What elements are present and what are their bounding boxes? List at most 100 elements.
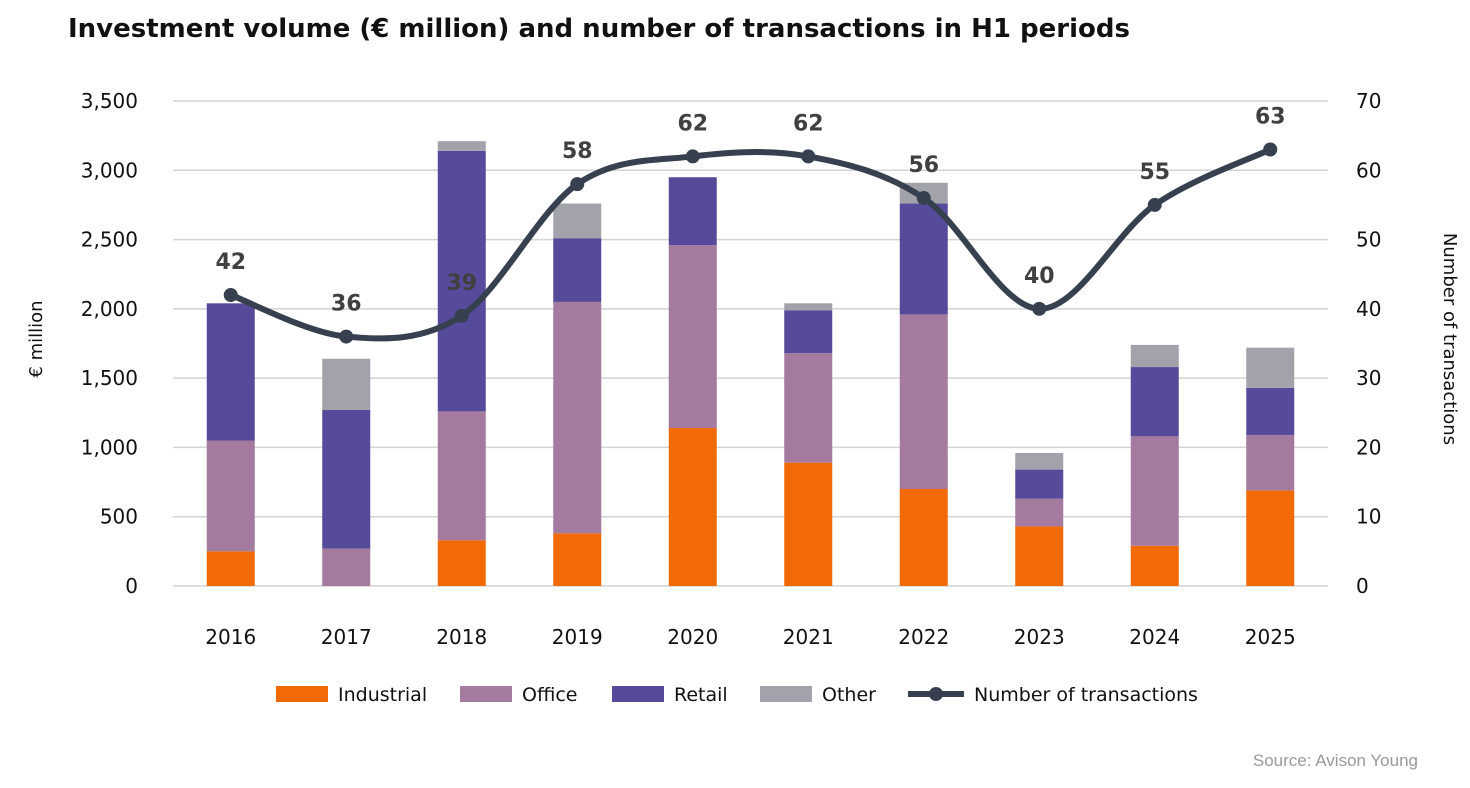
bar-retail-2022 (899, 203, 948, 315)
legend-label-retail: Retail (674, 684, 728, 706)
right-axis-title: Number of transactions (1439, 233, 1460, 445)
transactions-point-2024 (1147, 197, 1162, 212)
bar-other-2018 (437, 141, 486, 151)
stacked-bars (206, 141, 1295, 586)
legend-marker-number-of-transactions (929, 687, 943, 701)
bar-other-2019 (553, 203, 602, 239)
bar-industrial-2018 (437, 540, 486, 586)
category-label-2021: 2021 (783, 625, 834, 649)
bar-retail-2017 (322, 410, 371, 549)
transactions-point-2025 (1263, 142, 1278, 157)
bar-office-2016 (206, 440, 255, 552)
bar-office-2017 (322, 548, 371, 586)
right-axis-tick-label: 0 (1356, 574, 1369, 598)
transactions-line-path (227, 146, 1274, 342)
legend-swatch-other (760, 686, 812, 702)
bar-retail-2024 (1130, 367, 1179, 437)
bar-office-2018 (437, 411, 486, 541)
category-label-2016: 2016 (205, 625, 256, 649)
legend-label-number-of-transactions: Number of transactions (974, 684, 1198, 706)
bar-other-2017 (322, 358, 371, 411)
category-label-2019: 2019 (552, 625, 603, 649)
transactions-data-label-2019: 58 (562, 139, 593, 164)
legend-label-other: Other (822, 684, 876, 706)
bar-office-2019 (553, 301, 602, 534)
right-axis-ticks: 70 60 50 40 30 20 10 0 (1356, 89, 1381, 598)
legend-label-office: Office (522, 684, 577, 706)
bar-industrial-2016 (206, 551, 255, 586)
bar-office-2025 (1246, 434, 1295, 491)
legend-swatch-retail (612, 686, 664, 702)
category-label-2020: 2020 (667, 625, 718, 649)
bar-office-2024 (1130, 436, 1179, 546)
left-axis-tick-label: 2,500 (81, 228, 138, 252)
left-axis-tick-label: 0 (125, 574, 138, 598)
transactions-data-label-2017: 36 (331, 292, 362, 317)
bar-retail-2016 (206, 303, 255, 441)
right-axis-tick-label: 10 (1356, 505, 1381, 529)
bar-retail-2021 (784, 310, 833, 354)
category-label-2024: 2024 (1129, 625, 1180, 649)
left-axis-title: € million (26, 300, 47, 377)
transactions-data-label-2025: 63 (1255, 105, 1286, 130)
left-axis-ticks: 3,500 3,000 2,500 2,000 1,500 1,000 500 0 (81, 89, 138, 598)
transactions-data-label-2023: 40 (1024, 264, 1055, 289)
category-label-2023: 2023 (1014, 625, 1065, 649)
transactions-point-2023 (1032, 301, 1047, 316)
right-axis-tick-label: 20 (1356, 435, 1381, 459)
bar-industrial-2019 (553, 533, 602, 586)
category-label-2022: 2022 (898, 625, 949, 649)
bar-retail-2023 (1015, 469, 1064, 499)
bar-retail-2020 (668, 177, 717, 246)
bar-industrial-2022 (899, 489, 948, 586)
transactions-point-2016 (223, 288, 238, 302)
bar-office-2020 (668, 245, 717, 429)
category-label-2017: 2017 (321, 625, 372, 649)
bar-office-2021 (784, 353, 833, 463)
legend-swatch-office (460, 686, 512, 702)
bar-industrial-2023 (1015, 526, 1064, 586)
bar-retail-2019 (553, 238, 602, 302)
transactions-point-2017 (339, 329, 354, 344)
left-axis-tick-label: 500 (100, 505, 138, 529)
transactions-data-label-2021: 62 (793, 111, 824, 136)
bar-other-2023 (1015, 452, 1064, 470)
transactions-point-2022 (916, 191, 931, 205)
transactions-point-2019 (570, 177, 585, 192)
transactions-data-label-2022: 56 (908, 153, 939, 178)
bar-other-2025 (1246, 347, 1295, 388)
right-axis-tick-label: 50 (1356, 228, 1381, 252)
left-axis-tick-label: 1,500 (81, 366, 138, 390)
legend-label-industrial: Industrial (338, 684, 427, 706)
right-axis-tick-label: 40 (1356, 297, 1381, 321)
category-axis-labels: 2016 2017 2018 2019 2020 2021 2022 2023 2024 2025 (205, 625, 1295, 649)
source-note: Source: Avison Young (1252, 751, 1418, 770)
chart-title: Investment volume (€ million) and number… (68, 14, 1130, 44)
right-axis-tick-label: 60 (1356, 158, 1381, 182)
transactions-point-2020 (685, 149, 700, 164)
bar-retail-2025 (1246, 387, 1295, 435)
left-axis-tick-label: 3,500 (81, 89, 138, 113)
bar-other-2021 (784, 303, 833, 311)
bar-retail-2018 (437, 150, 486, 412)
legend: Industrial Office Retail Other Number of tra… (276, 684, 1198, 706)
left-axis-tick-label: 1,000 (81, 435, 138, 459)
transactions-data-label-2016: 42 (215, 250, 246, 275)
left-axis-tick-label: 2,000 (81, 297, 138, 321)
category-label-2018: 2018 (436, 625, 487, 649)
bar-industrial-2025 (1246, 490, 1295, 586)
transactions-data-label-2018: 39 (446, 271, 477, 296)
bar-industrial-2021 (784, 462, 833, 586)
bar-industrial-2020 (668, 428, 717, 586)
transactions-point-2018 (454, 308, 469, 323)
bar-office-2023 (1015, 498, 1064, 527)
transactions-point-2021 (801, 149, 816, 164)
bar-office-2022 (899, 314, 948, 489)
bar-industrial-2024 (1130, 545, 1179, 586)
category-label-2025: 2025 (1245, 625, 1296, 649)
legend-swatch-industrial (276, 686, 328, 702)
right-axis-tick-label: 70 (1356, 89, 1381, 113)
transactions-data-label-2020: 62 (677, 111, 708, 136)
transactions-data-label-2024: 55 (1139, 160, 1170, 185)
